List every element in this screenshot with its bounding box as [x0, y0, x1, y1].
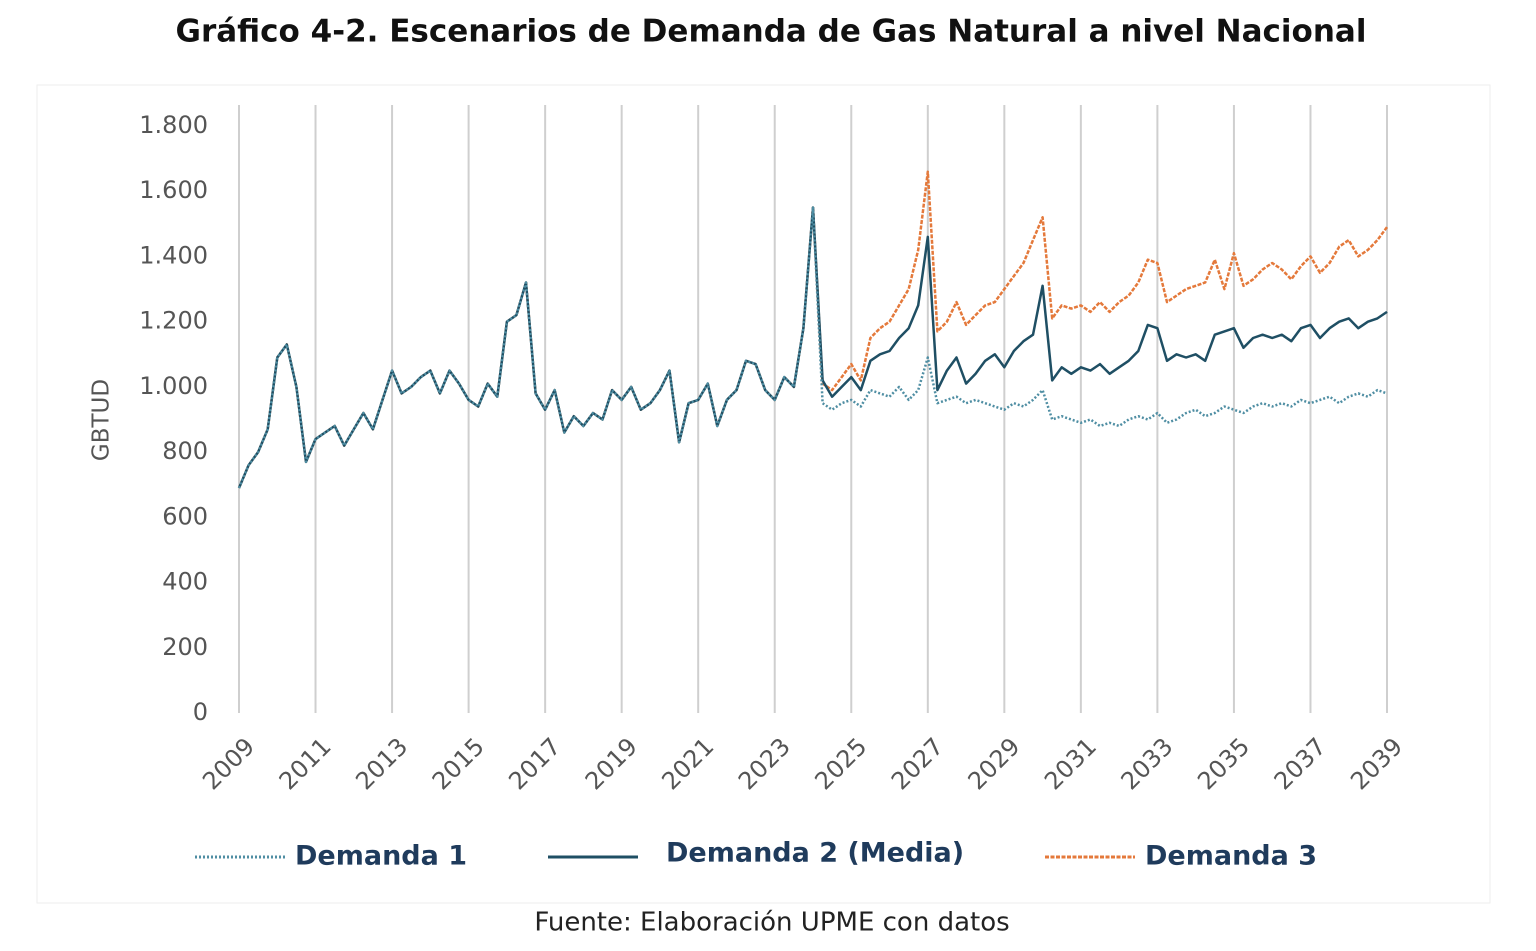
y-tick-label: 1.200 [139, 307, 208, 335]
y-axis-label: GBTUD [89, 379, 115, 461]
chart-panel [36, 84, 1491, 904]
y-tick-label: 200 [162, 633, 208, 661]
y-tick-label: 1.000 [139, 372, 208, 400]
y-tick-label: 1.600 [139, 176, 208, 204]
y-tick-label: 1.400 [139, 241, 208, 269]
y-tick-label: 400 [162, 568, 208, 596]
legend-label: Demanda 1 [295, 841, 467, 872]
chart-title: Gráfico 4-2. Escenarios de Demanda de Ga… [176, 14, 1367, 50]
y-tick-label: 800 [162, 437, 208, 465]
y-tick-label: 1.800 [139, 111, 208, 139]
series-line [237, 206, 1388, 489]
y-tick-label: 0 [193, 698, 208, 726]
legend-label: Demanda 3 [1145, 841, 1317, 872]
y-tick-label: 600 [162, 502, 208, 530]
source-note: Fuente: Elaboración UPME con datos [534, 908, 1009, 938]
legend-label: Demanda 2 (Media) [666, 838, 964, 869]
